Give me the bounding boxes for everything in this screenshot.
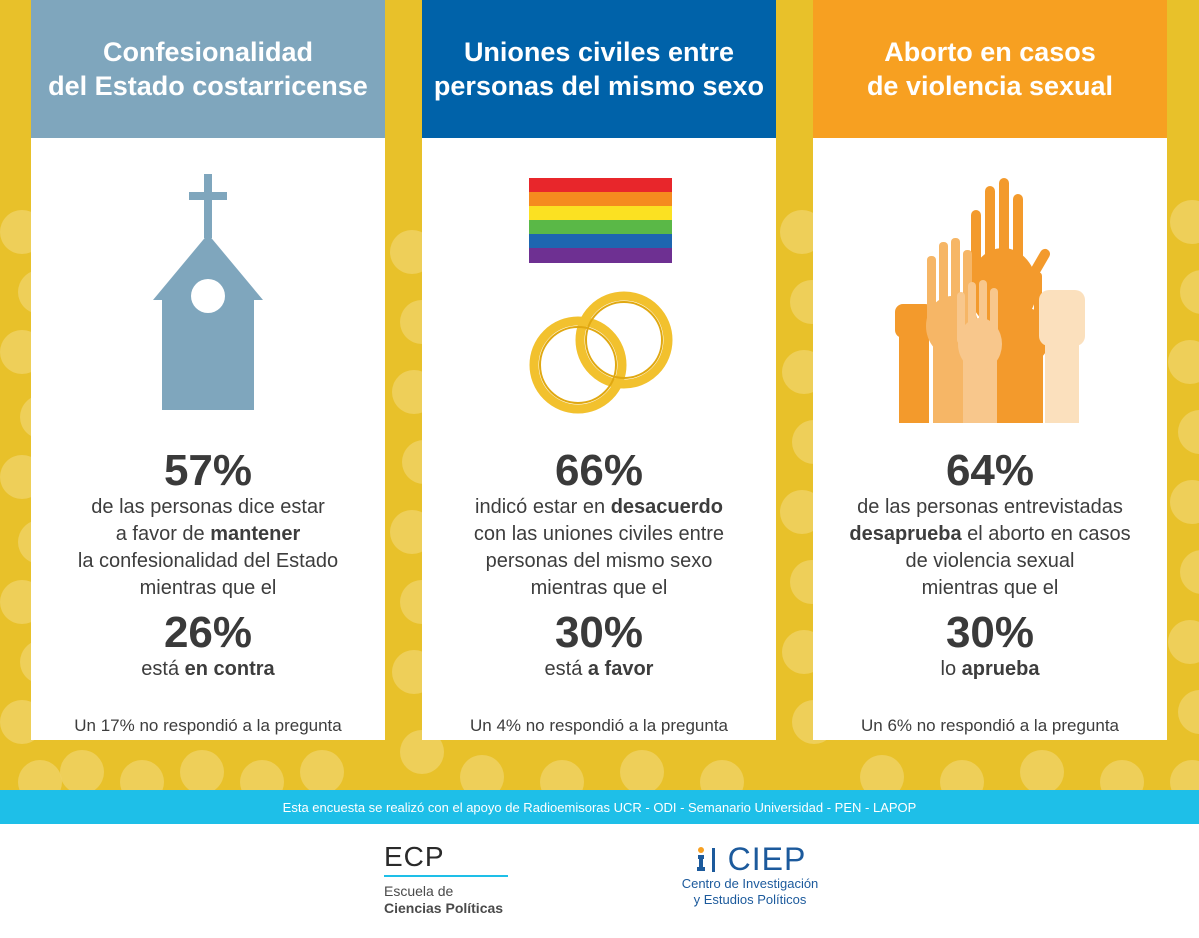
ecp-abbr: ECP xyxy=(384,841,445,872)
background-dot xyxy=(860,755,904,790)
background-dot xyxy=(240,760,284,790)
background-dot xyxy=(1168,340,1199,384)
desc-line: a favor de mantener xyxy=(115,523,301,545)
background-dot xyxy=(1170,480,1199,524)
credits-text: Esta encuesta se realizó con el apoyo de… xyxy=(282,799,917,815)
desc-line: con las uniones civiles entre xyxy=(473,523,725,545)
secondary-description: lo aprueba xyxy=(940,658,1040,680)
panel-header: Aborto en casos de violencia sexual xyxy=(813,0,1167,138)
desc-line: desaprueba el aborto en casos xyxy=(849,523,1131,545)
church-icon xyxy=(153,174,263,410)
raised-hands-icon xyxy=(895,178,1085,423)
ciep-logo: CIEP Centro de Investigación y Estudios … xyxy=(670,842,830,908)
background-dot xyxy=(60,750,104,790)
background-dot xyxy=(120,760,164,790)
panel-title: Aborto en casos de violencia sexual xyxy=(866,37,1114,101)
background-dot xyxy=(300,750,344,790)
secondary-percentage: 26% xyxy=(163,608,253,657)
panel-header: Uniones civiles entre personas del mismo… xyxy=(422,0,776,138)
background-dot xyxy=(540,760,584,790)
no-response-note: Un 17% no respondió a la pregunta xyxy=(74,716,342,735)
background-dot xyxy=(1170,200,1199,244)
secondary-description: está a favor xyxy=(544,658,654,680)
background-dot xyxy=(1180,270,1199,314)
desc-line: mientras que el xyxy=(921,577,1059,599)
secondary-percentage: 30% xyxy=(554,608,644,657)
desc-line: mientras que el xyxy=(530,577,668,599)
desc-line: personas del mismo sexo xyxy=(485,550,713,572)
background-dot xyxy=(1100,760,1144,790)
desc-line: de las personas dice estar xyxy=(91,496,325,518)
no-response-note: Un 6% no respondió a la pregunta xyxy=(860,716,1119,735)
background-dot xyxy=(940,760,984,790)
desc-line: mientras que el xyxy=(139,577,277,599)
wedding-rings-icon xyxy=(529,291,673,414)
stats-block: 66% indicó estar en desacuerdo con las u… xyxy=(422,448,776,683)
secondary-percentage: 30% xyxy=(945,608,1035,657)
credits-bar: Esta encuesta se realizó con el apoyo de… xyxy=(0,790,1199,824)
background-dot xyxy=(1168,620,1199,664)
ecp-divider xyxy=(384,875,508,877)
background-dot xyxy=(1180,550,1199,594)
ciep-abbr: CIEP xyxy=(727,841,807,877)
background-dot xyxy=(1178,410,1199,454)
background-dot xyxy=(460,755,504,790)
background-dot xyxy=(1170,760,1199,790)
ciep-name-line2: y Estudios Políticos xyxy=(693,892,807,907)
panel-header: Confesionalidad del Estado costarricense xyxy=(31,0,385,138)
primary-percentage: 66% xyxy=(554,446,644,495)
desc-line: de las personas entrevistadas xyxy=(857,496,1123,518)
background-dot xyxy=(180,750,224,790)
background-dot xyxy=(1178,690,1199,734)
background-dot xyxy=(1020,750,1064,790)
ciep-emblem-icon xyxy=(696,847,715,872)
ciep-name-line1: Centro de Investigación xyxy=(681,876,819,891)
primary-description: indicó estar en desacuerdo con las union… xyxy=(422,494,776,602)
panel-aborto: Aborto en casos de violencia sexual xyxy=(813,0,1167,740)
primary-percentage: 57% xyxy=(163,446,253,495)
stats-block: 57% de las personas dice estar a favor d… xyxy=(31,448,385,683)
no-response-note: Un 4% no respondió a la pregunta xyxy=(469,716,728,735)
primary-percentage: 64% xyxy=(945,446,1035,495)
panel-confesionalidad: Confesionalidad del Estado costarricense… xyxy=(31,0,385,740)
desc-line: de violencia sexual xyxy=(905,550,1075,572)
desc-line: la confesionalidad del Estado xyxy=(77,550,339,572)
primary-description: de las personas dice estar a favor de ma… xyxy=(31,494,385,602)
ecp-name-line1: Escuela de xyxy=(384,883,454,899)
background-dot xyxy=(700,760,744,790)
panel-title: Uniones civiles entre personas del mismo… xyxy=(433,37,765,101)
panel-uniones-civiles: Uniones civiles entre personas del mismo… xyxy=(422,0,776,740)
stats-block: 64% de las personas entrevistadas desapr… xyxy=(813,448,1167,683)
rainbow-flag-icon xyxy=(529,178,672,263)
background-dot xyxy=(18,760,62,790)
ecp-logo: ECP Escuela de Ciencias Políticas xyxy=(384,842,514,917)
ecp-name-line2: Ciencias Políticas xyxy=(384,900,504,916)
panel-title: Confesionalidad del Estado costarricense xyxy=(48,37,368,101)
background-dot xyxy=(620,750,664,790)
secondary-description: está en contra xyxy=(141,658,275,680)
primary-description: de las personas entrevistadas desaprueba… xyxy=(813,494,1167,602)
desc-line: indicó estar en desacuerdo xyxy=(475,496,723,518)
